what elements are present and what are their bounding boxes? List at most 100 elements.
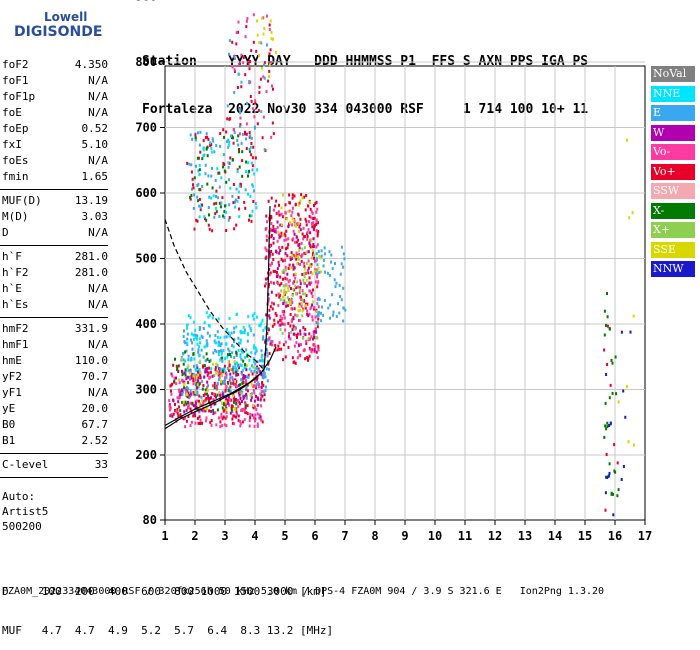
echo-point <box>278 341 281 345</box>
param-row: fmin 1.65 <box>2 170 108 186</box>
echo-point <box>187 415 190 418</box>
echo-point <box>291 293 294 297</box>
echo-point <box>245 396 248 399</box>
echo-point <box>220 349 222 353</box>
echo-point <box>271 252 274 256</box>
echo-point <box>320 319 323 323</box>
echo-point <box>279 323 282 327</box>
echo-point <box>216 372 219 376</box>
echo-point <box>196 334 199 338</box>
echo-point <box>305 294 308 297</box>
echo-point <box>256 377 259 381</box>
echo-point <box>268 352 271 355</box>
echo-point <box>189 424 192 428</box>
echo-point <box>194 421 197 425</box>
echo-point <box>257 109 260 112</box>
echo-point <box>272 269 275 273</box>
echo-point <box>316 302 319 306</box>
echo-point <box>314 280 317 284</box>
echo-point <box>249 60 251 63</box>
echo-point <box>196 383 199 387</box>
echo-point <box>316 272 319 276</box>
echo-point <box>192 376 195 380</box>
echo-point <box>212 412 215 415</box>
echo-point <box>266 331 269 335</box>
param-label: fxI <box>2 138 22 151</box>
echo-point <box>331 293 334 297</box>
echo-point <box>263 372 266 376</box>
echo-point <box>228 403 231 407</box>
echo-point <box>191 177 194 181</box>
param-value: N/A <box>88 74 108 87</box>
echo-point <box>186 323 189 327</box>
echo-point <box>250 392 253 396</box>
echo-point <box>268 255 271 259</box>
echo-point <box>290 287 292 291</box>
echo-point <box>317 280 320 284</box>
echo-point <box>206 392 208 396</box>
echo-point <box>334 262 336 265</box>
param-value: 4.350 <box>74 58 108 71</box>
echo-point <box>294 276 297 280</box>
echo-point <box>174 408 176 412</box>
echo-point <box>609 421 612 425</box>
echo-point <box>245 386 248 390</box>
echo-point <box>214 366 217 369</box>
echo-point <box>247 61 250 65</box>
echo-point <box>209 375 212 379</box>
param-label: fmin <box>2 170 29 183</box>
echo-point <box>275 199 278 203</box>
echo-point <box>184 400 187 404</box>
echo-point <box>291 317 294 321</box>
echo-point <box>271 121 274 125</box>
echo-point <box>289 201 291 205</box>
echo-point <box>317 305 320 309</box>
echo-point <box>301 336 304 340</box>
echo-point <box>279 249 282 252</box>
echo-point <box>299 286 302 290</box>
param-row: h`E N/A <box>2 282 108 298</box>
echo-point <box>297 304 300 308</box>
echo-point <box>316 285 319 289</box>
echo-point <box>263 375 266 379</box>
echo-point <box>309 245 312 249</box>
echo-point <box>210 367 213 371</box>
echo-point <box>297 255 299 259</box>
echo-point <box>603 333 606 337</box>
echo-point <box>295 334 298 337</box>
echo-point <box>192 414 195 418</box>
echo-point <box>233 57 236 61</box>
echo-point <box>267 297 270 301</box>
echo-point <box>186 393 188 396</box>
echo-point <box>292 287 295 291</box>
echo-point <box>233 356 236 360</box>
echo-point <box>210 419 213 422</box>
echo-point <box>245 160 248 164</box>
echo-point <box>268 337 270 341</box>
echo-point <box>264 385 267 389</box>
echo-point <box>270 135 273 139</box>
echo-point <box>175 382 178 386</box>
echo-point <box>332 310 335 314</box>
echo-point <box>297 229 300 233</box>
echo-point <box>191 347 194 351</box>
echo-point <box>213 374 216 378</box>
echo-point <box>241 350 244 354</box>
echo-point <box>239 182 242 186</box>
echo-point <box>298 252 301 256</box>
legend-entry: Vo+ <box>651 163 695 180</box>
echo-point <box>268 28 271 31</box>
echo-point <box>208 227 211 231</box>
echo-point <box>316 314 319 318</box>
echo-point <box>307 266 310 270</box>
echo-point <box>248 169 251 173</box>
echo-point <box>284 211 287 215</box>
echo-point <box>196 156 199 160</box>
x-tick-label: 16 <box>608 529 622 543</box>
echo-point <box>231 351 234 355</box>
echo-point <box>218 171 221 175</box>
param-row: h`Es N/A <box>2 298 108 314</box>
echo-point <box>323 246 326 250</box>
echo-point <box>198 173 201 177</box>
echo-point <box>192 206 195 210</box>
